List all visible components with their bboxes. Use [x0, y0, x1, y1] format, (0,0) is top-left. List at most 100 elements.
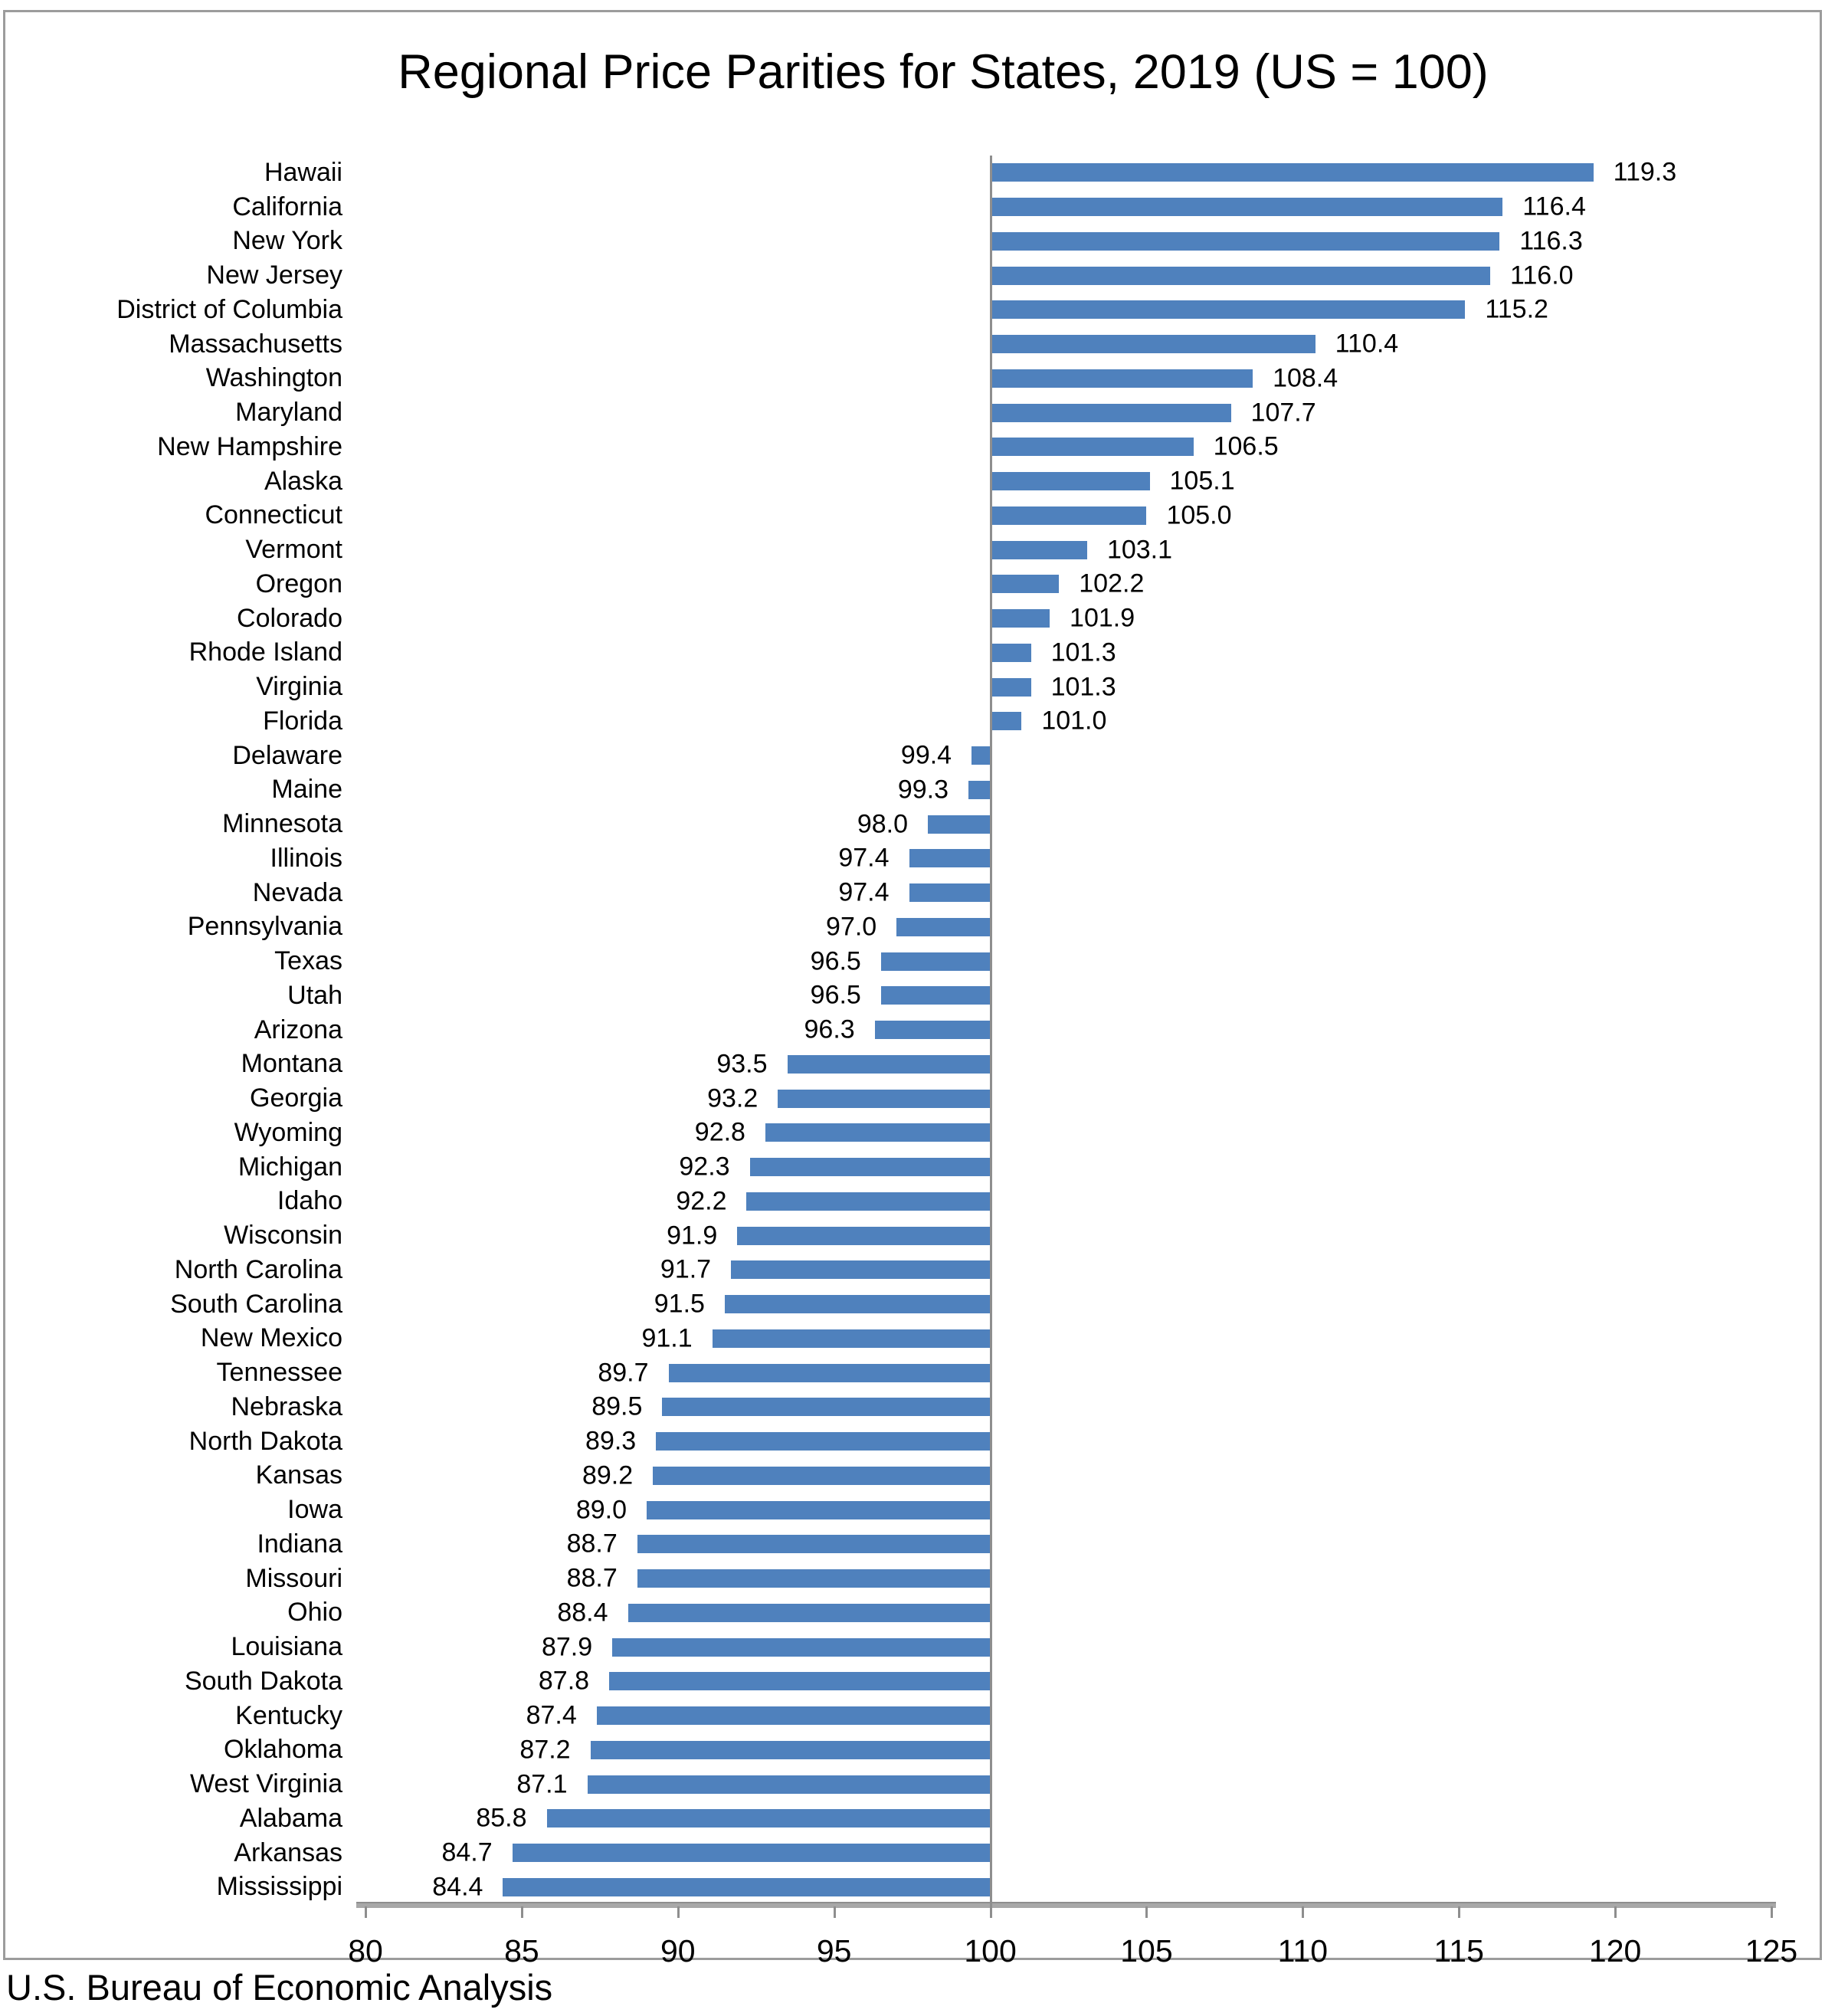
- state-label: Iowa: [287, 1495, 342, 1525]
- value-label: 92.3: [679, 1152, 730, 1182]
- bar-track: 92.3: [365, 1150, 1771, 1185]
- x-axis-tick: [1145, 1906, 1148, 1918]
- state-label: Florida: [263, 706, 342, 736]
- bar-track: 96.5: [365, 944, 1771, 978]
- bar-row: Wisconsin 91.9: [36, 1218, 1771, 1253]
- bar: [596, 1706, 991, 1726]
- bar-track: 103.1: [365, 533, 1771, 567]
- bar: [637, 1535, 991, 1554]
- value-label: 97.4: [838, 877, 890, 907]
- chart-frame: Regional Price Parities for States, 2019…: [3, 10, 1822, 1968]
- value-label: 116.4: [1522, 192, 1586, 221]
- bar: [968, 780, 991, 799]
- state-label: Alabama: [239, 1803, 342, 1833]
- bar-track: 97.4: [365, 876, 1771, 910]
- bar: [787, 1054, 991, 1074]
- x-axis-tick-label: 90: [660, 1933, 696, 1968]
- bar-row: West Virginia 87.1: [36, 1767, 1771, 1801]
- value-label: 106.5: [1213, 431, 1279, 461]
- bar: [737, 1226, 991, 1245]
- state-label: Pennsylvania: [187, 912, 342, 942]
- bar-row: California 116.4: [36, 190, 1771, 225]
- value-label: 93.5: [716, 1049, 768, 1079]
- x-axis-tick: [989, 1906, 992, 1918]
- state-label: California: [232, 192, 342, 221]
- bar-row: Rhode Island 101.3: [36, 636, 1771, 670]
- bar-track: 116.0: [365, 258, 1771, 293]
- state-label: Montana: [241, 1049, 342, 1079]
- x-axis-tick-label: 80: [348, 1933, 383, 1968]
- bar-row: District of Columbia 115.2: [36, 293, 1771, 327]
- bar-row: Nebraska 89.5: [36, 1390, 1771, 1424]
- value-label: 88.7: [566, 1563, 618, 1593]
- state-label: Missouri: [245, 1563, 342, 1593]
- bar-track: 91.9: [365, 1218, 1771, 1253]
- state-label: Massachusetts: [169, 329, 342, 359]
- state-label: Virginia: [256, 672, 342, 702]
- state-label: Hawaii: [264, 157, 342, 187]
- bar-row: Maryland 107.7: [36, 395, 1771, 430]
- value-label: 89.7: [598, 1358, 649, 1388]
- bar-track: 89.2: [365, 1459, 1771, 1493]
- state-label: Connecticut: [205, 500, 342, 530]
- bar-track: 106.5: [365, 430, 1771, 464]
- bar: [512, 1844, 991, 1863]
- x-axis-tick-label: 95: [816, 1933, 852, 1968]
- bar: [990, 609, 1050, 628]
- bar-track: 99.3: [365, 773, 1771, 808]
- state-label: Wisconsin: [224, 1221, 342, 1251]
- value-label: 89.3: [585, 1426, 637, 1456]
- bar-row: Arizona 96.3: [36, 1013, 1771, 1047]
- bar: [909, 883, 991, 903]
- bar: [990, 300, 1466, 320]
- x-axis-tick: [1458, 1906, 1461, 1918]
- bar-row: Utah 96.5: [36, 978, 1771, 1013]
- state-label: Georgia: [250, 1083, 342, 1113]
- bar-row: Alabama 85.8: [36, 1801, 1771, 1836]
- value-label: 116.3: [1519, 226, 1583, 256]
- bar-row: Michigan 92.3: [36, 1150, 1771, 1185]
- value-label: 85.8: [476, 1803, 527, 1833]
- state-label: Arizona: [254, 1015, 342, 1044]
- bar: [990, 198, 1503, 217]
- bar: [746, 1192, 991, 1211]
- bar-track: 97.4: [365, 841, 1771, 876]
- state-label: North Carolina: [174, 1254, 342, 1284]
- state-label: Michigan: [238, 1152, 342, 1182]
- state-label: South Carolina: [170, 1289, 342, 1319]
- bar-track: 110.4: [365, 327, 1771, 362]
- bar-row: Oklahoma 87.2: [36, 1733, 1771, 1768]
- bar-row: Illinois 97.4: [36, 841, 1771, 876]
- state-label: West Virginia: [189, 1769, 342, 1799]
- value-label: 88.7: [566, 1529, 618, 1559]
- bar: [990, 438, 1194, 457]
- bar: [778, 1089, 991, 1108]
- value-label: 89.0: [575, 1495, 627, 1525]
- bar: [880, 986, 991, 1005]
- x-axis-tick: [1302, 1906, 1305, 1918]
- bar-row: Idaho 92.2: [36, 1185, 1771, 1219]
- value-label: 101.9: [1070, 603, 1135, 633]
- bar-track: 99.4: [365, 739, 1771, 773]
- state-label: Nevada: [252, 877, 342, 907]
- value-label: 116.0: [1510, 261, 1574, 290]
- bar: [990, 231, 1500, 251]
- state-label: Oklahoma: [224, 1735, 342, 1765]
- bar-row: Georgia 93.2: [36, 1081, 1771, 1116]
- bar-row: Massachusetts 110.4: [36, 327, 1771, 362]
- bar: [656, 1432, 991, 1451]
- value-label: 108.4: [1273, 363, 1338, 393]
- state-label: Louisiana: [231, 1632, 342, 1662]
- bar-row: Kansas 89.2: [36, 1459, 1771, 1493]
- state-label: Rhode Island: [188, 638, 342, 667]
- bar: [587, 1775, 991, 1794]
- x-axis-tick: [677, 1906, 680, 1918]
- value-label: 96.5: [810, 946, 861, 976]
- bar: [880, 952, 991, 971]
- bar-track: 105.0: [365, 499, 1771, 533]
- bar: [612, 1637, 991, 1657]
- bar-track: 116.3: [365, 225, 1771, 259]
- state-label: Wyoming: [234, 1117, 342, 1147]
- bar-track: 92.2: [365, 1185, 1771, 1219]
- value-label: 101.3: [1050, 638, 1116, 667]
